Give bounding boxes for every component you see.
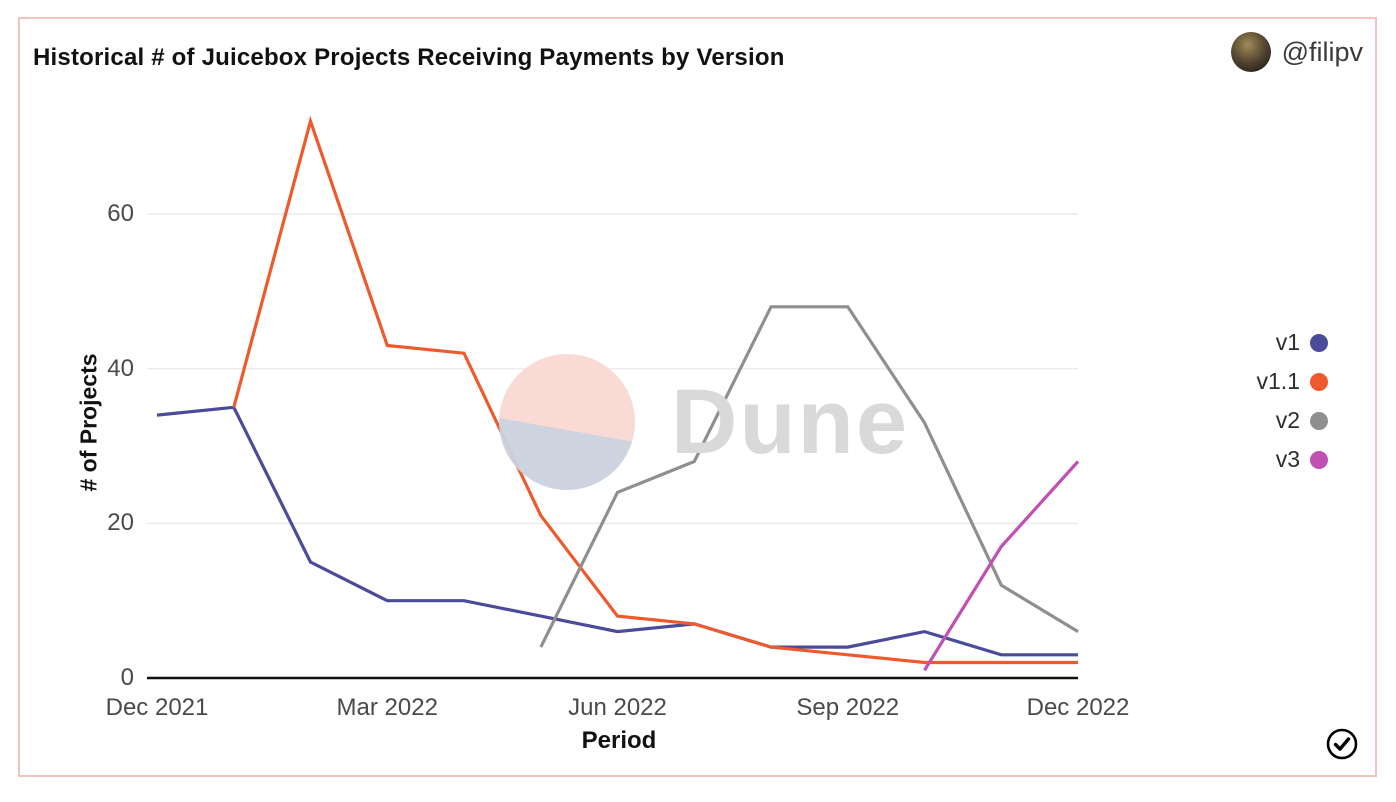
- verified-check-icon: [1326, 728, 1358, 760]
- legend-label: v2: [1275, 407, 1300, 433]
- legend-dot-icon: [1310, 450, 1328, 469]
- y-tick-label: 20: [107, 509, 134, 537]
- x-tick-label: Jun 2022: [568, 694, 667, 721]
- x-tick-label: Mar 2022: [336, 694, 438, 721]
- x-tick-label: Sep 2022: [796, 694, 900, 721]
- series-line-v2: [539, 305, 1079, 648]
- legend-label: v1: [1275, 329, 1300, 355]
- dune-watermark[interactable]: Dune: [499, 354, 909, 490]
- page-title: Historical # of Juicebox Projects Receiv…: [33, 44, 785, 71]
- y-tick-label: 0: [120, 664, 134, 691]
- legend-dot-icon: [1310, 333, 1328, 352]
- chart-legend: v1 v1.1 v2 v3: [1257, 323, 1328, 479]
- user-handle[interactable]: @filipv: [1281, 36, 1363, 67]
- dune-watermark-text: Dune: [671, 371, 909, 473]
- legend-dot-icon: [1310, 372, 1328, 391]
- legend-label: v1.1: [1256, 368, 1300, 394]
- y-tick-label: 60: [107, 200, 134, 228]
- series-line-v1.1: [232, 115, 1078, 665]
- series-line-v3: [923, 460, 1080, 672]
- legend-item-v2[interactable]: v2: [1257, 401, 1328, 440]
- x-tick-label: Dec 2021: [105, 694, 209, 721]
- legend-item-v1.1[interactable]: v1.1: [1257, 362, 1328, 401]
- x-tick-label: Dec 2022: [1026, 694, 1130, 721]
- avatar[interactable]: [1230, 32, 1271, 72]
- line-chart[interactable]: [20, 19, 1375, 775]
- y-tick-label: 40: [107, 354, 134, 382]
- series-line-v1: [156, 405, 1078, 657]
- legend-dot-icon: [1310, 411, 1328, 430]
- legend-item-v3[interactable]: v3: [1257, 440, 1328, 479]
- dune-logo-icon: [499, 354, 635, 490]
- author-chip[interactable]: @filipv: [1230, 32, 1363, 72]
- legend-label: v3: [1275, 446, 1300, 472]
- chart-card: Historical # of Juicebox Projects Receiv…: [18, 17, 1377, 777]
- x-axis-title: Period: [581, 727, 657, 754]
- legend-item-v1[interactable]: v1: [1257, 323, 1328, 362]
